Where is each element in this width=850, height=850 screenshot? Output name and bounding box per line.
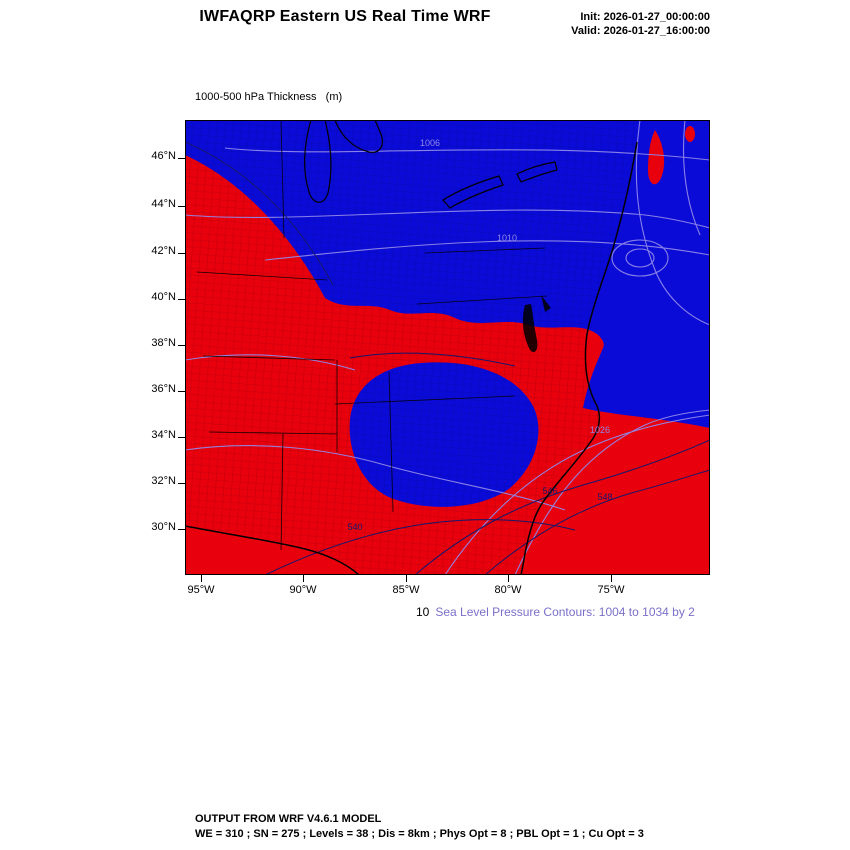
run-times: Init: 2026-01-27_00:00:00 Valid: 2026-01… [510, 10, 710, 38]
state-border [424, 247, 546, 254]
lat-tick [178, 391, 185, 392]
map-canvas: 1006 1010 1026 546 548 540 [184, 119, 711, 576]
slp-contour-closed [625, 248, 655, 268]
thickness-contour [414, 439, 711, 576]
footer-model-line: OUTPUT FROM WRF V4.6.1 MODEL [195, 813, 382, 825]
slp-contour [514, 409, 711, 576]
lat-tick [178, 158, 185, 159]
model-footer: OUTPUT FROM WRF V4.6.1 MODEL WE = 310 ; … [195, 812, 644, 842]
lat-tick [178, 299, 185, 300]
lat-label: 42°N [151, 245, 176, 257]
contour-label-1026: 1026 [590, 425, 610, 435]
thickness-contour [349, 352, 516, 367]
lat-tick [178, 529, 185, 530]
lon-tick [508, 575, 509, 582]
lake-michigan [304, 119, 332, 203]
lat-label: 44°N [151, 198, 176, 210]
chesapeake-bay [522, 304, 538, 353]
lat-tick [178, 437, 185, 438]
state-border [388, 371, 394, 513]
warm-patch-small [685, 126, 695, 142]
lon-label: 80°W [494, 584, 522, 596]
lat-tick [178, 253, 185, 254]
state-border [280, 119, 285, 239]
lake-huron [334, 119, 383, 153]
warm-patch [648, 130, 665, 185]
lon-label: 85°W [392, 584, 420, 596]
footer-config-line: WE = 310 ; SN = 275 ; Levels = 38 ; Dis … [195, 828, 644, 840]
lat-label: 34°N [151, 429, 176, 441]
state-border [334, 395, 516, 405]
map-svg: 1006 1010 1026 546 548 540 [184, 119, 711, 576]
lat-tick [178, 206, 185, 207]
lat-label: 40°N [151, 291, 176, 303]
lon-label: 95°W [187, 584, 215, 596]
slp-contour-closed [611, 239, 669, 277]
slp-contour [444, 414, 711, 576]
plot-title: IWFAQRP Eastern US Real Time WRF [199, 8, 491, 25]
contour-label-548: 548 [597, 492, 612, 502]
lat-label: 46°N [151, 150, 176, 162]
thickness-contour [484, 469, 711, 576]
lat-label: 30°N [151, 521, 176, 533]
lake-erie [442, 175, 504, 209]
valid-time: Valid: 2026-01-27_16:00:00 [571, 25, 710, 37]
lake-ontario [516, 161, 558, 183]
contour-label-1006: 1006 [420, 138, 440, 148]
state-border [202, 355, 336, 361]
slp-contour [184, 445, 566, 511]
slp-contour [683, 119, 701, 236]
contour-label-540: 540 [347, 522, 362, 532]
contour-label-1010: 1010 [497, 233, 517, 243]
state-border [280, 433, 284, 551]
slp-contour [635, 119, 711, 326]
slp-caption-text: Sea Level Pressure Contours: 1004 to 103… [435, 605, 695, 619]
lon-tick [406, 575, 407, 582]
gulf-coastline [184, 525, 360, 576]
slp-contour-caption: 10 Sea Level Pressure Contours: 1004 to 1… [416, 605, 695, 619]
lon-tick [303, 575, 304, 582]
lat-tick [178, 345, 185, 346]
lon-label: 75°W [597, 584, 625, 596]
thickness-contour [184, 141, 334, 286]
delaware-bay [541, 295, 551, 312]
slp-contour [264, 240, 711, 261]
state-border [196, 271, 328, 281]
init-time: Init: 2026-01-27_00:00:00 [580, 11, 710, 23]
slp-contour [184, 209, 711, 229]
state-border [416, 295, 548, 305]
lat-label: 32°N [151, 475, 176, 487]
lat-label: 38°N [151, 337, 176, 349]
lat-label: 36°N [151, 383, 176, 395]
lon-tick [611, 575, 612, 582]
contour-label-546: 546 [542, 486, 557, 496]
lon-label: 90°W [289, 584, 317, 596]
lat-tick [178, 483, 185, 484]
slp-contour [224, 147, 711, 161]
state-border [208, 431, 338, 435]
map-border [185, 120, 710, 575]
caption-prefix: 10 [416, 605, 430, 619]
lon-tick [201, 575, 202, 582]
coastline [520, 141, 638, 576]
legend-line-thickness-1: 1000-500 hPa Thickness (m) [195, 91, 343, 103]
